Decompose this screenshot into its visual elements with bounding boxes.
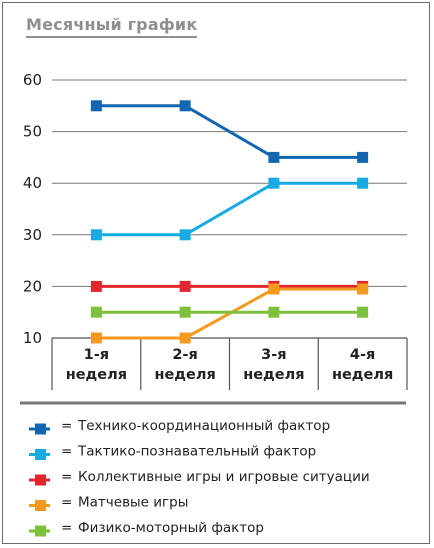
chart-title: Месячный график <box>26 15 198 38</box>
x-category-label: 1-я <box>84 347 109 363</box>
legend-equals: = <box>61 444 72 460</box>
series-lines <box>96 104 363 340</box>
legend-marker <box>35 423 46 435</box>
legend: = Технико-координационный фактор = Тактико-… <box>20 401 406 537</box>
data-point <box>90 229 102 241</box>
x-category-label: неделя <box>243 367 304 383</box>
legend-label: Физико-моторный фактор <box>78 520 264 536</box>
legend-marker <box>35 474 46 486</box>
data-point <box>357 177 369 189</box>
legend-equals: = <box>61 495 72 511</box>
data-point <box>90 280 102 292</box>
y-tick-label: 40 <box>23 174 42 192</box>
x-category-label: неделя <box>332 367 393 383</box>
data-point <box>90 100 102 112</box>
series-line <box>96 181 363 237</box>
legend-marker <box>35 525 46 537</box>
x-category-label: 4-я <box>350 347 375 363</box>
data-point <box>179 306 191 318</box>
data-point <box>179 229 191 241</box>
data-point <box>268 177 280 189</box>
data-point <box>179 332 191 344</box>
legend-marker <box>35 449 46 460</box>
y-tick-label: 60 <box>23 71 42 89</box>
y-tick-label: 20 <box>23 277 42 295</box>
legend-equals: = <box>61 418 72 434</box>
legend-equals: = <box>61 520 72 536</box>
legend-label: Технико-координационный фактор <box>77 418 330 434</box>
legend-marker <box>35 500 46 511</box>
chart-frame <box>2 2 430 544</box>
data-point <box>179 280 191 292</box>
data-point <box>90 306 102 318</box>
data-point <box>268 151 280 163</box>
x-category-label: неделя <box>66 367 127 383</box>
data-point <box>357 306 369 318</box>
data-point <box>90 332 102 344</box>
x-category-label: неделя <box>154 367 215 383</box>
data-point <box>357 151 369 163</box>
data-point <box>357 283 369 295</box>
data-point <box>179 100 191 112</box>
legend-label: Тактико-познавательный фактор <box>77 444 316 460</box>
x-category-label: 3-я <box>261 347 286 363</box>
legend-label: Матчевые игры <box>78 495 188 511</box>
x-category-labels: 1-я неделя 2-я неделя 3-я неделя 4-я неделя <box>66 347 394 383</box>
data-point <box>268 283 280 295</box>
y-tick-label: 30 <box>23 226 42 244</box>
data-point <box>268 306 280 318</box>
x-category-label: 2-я <box>172 347 197 363</box>
series-points <box>90 100 369 344</box>
series-line <box>96 104 363 159</box>
y-tick-label: 50 <box>23 123 42 141</box>
y-tick-label: 10 <box>23 329 42 347</box>
legend-label: Коллективные игры и игровые ситуации <box>78 469 370 485</box>
legend-equals: = <box>61 469 72 485</box>
y-tick-labels: 10 20 30 40 50 60 <box>23 71 42 347</box>
